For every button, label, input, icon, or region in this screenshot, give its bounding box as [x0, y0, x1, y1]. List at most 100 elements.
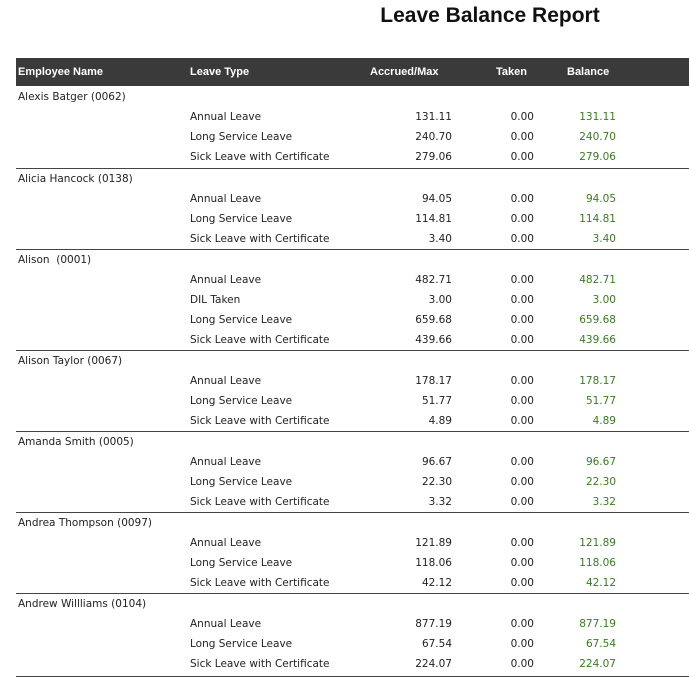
leave-type: Sick Leave with Certificate [190, 577, 330, 589]
balance: 3.40 [592, 233, 616, 245]
accrued: 22.30 [421, 476, 452, 488]
employee-group: Alison Taylor (0067) Annual Leave 178.17 0.… [16, 350, 689, 431]
employee-row: Andrea Thompson (0097) [16, 513, 689, 533]
leave-row: Long Service Leave 67.54 0.00 67.54 [16, 634, 689, 654]
taken: 0.00 [510, 577, 534, 589]
accrued: 67.54 [421, 638, 452, 650]
leave-row: Long Service Leave 240.70 0.00 240.70 [16, 127, 689, 147]
balance: 94.05 [585, 193, 616, 205]
accrued: 659.68 [415, 314, 452, 326]
leave-row: Annual Leave 178.17 0.00 178.17 [16, 371, 689, 391]
accrued: 224.07 [415, 658, 452, 670]
taken: 0.00 [510, 395, 534, 407]
taken: 0.00 [510, 314, 534, 326]
leave-type: DIL Taken [190, 294, 241, 306]
balance: 114.81 [579, 213, 616, 225]
leave-type: Annual Leave [190, 618, 262, 630]
leave-row: Long Service Leave 22.30 0.00 22.30 [16, 472, 689, 492]
leave-type: Sick Leave with Certificate [190, 334, 330, 346]
accrued: 96.67 [421, 456, 452, 468]
balance: 4.89 [592, 415, 616, 427]
employee-row: Amanda Smith (0005) [16, 432, 689, 452]
taken: 0.00 [510, 111, 534, 123]
leave-type: Long Service Leave [190, 131, 293, 143]
leave-row: Annual Leave 96.67 0.00 96.67 [16, 452, 689, 472]
bottom-rule [16, 676, 689, 677]
leave-type: Long Service Leave [190, 557, 293, 569]
employee-group: Andrew Willliams (0104) Annual Leave 877.1… [16, 593, 689, 674]
balance: 67.54 [585, 638, 616, 650]
accrued: 3.00 [428, 294, 452, 306]
leave-type: Sick Leave with Certificate [190, 658, 330, 670]
accrued: 3.40 [428, 233, 452, 245]
balance: 131.11 [579, 111, 616, 123]
leave-row: Sick Leave with Certificate 3.40 0.00 3.40 [16, 229, 689, 249]
leave-type: Sick Leave with Certificate [190, 496, 330, 508]
leave-row: Sick Leave with Certificate 279.06 0.00 279… [16, 147, 689, 167]
employee-group: Alison (0001) Annual Leave 482.71 0.00 482.7… [16, 249, 689, 350]
accrued: 877.19 [415, 618, 452, 630]
balance: 118.06 [579, 557, 616, 569]
employee-name: Alison Taylor (0067) [18, 355, 123, 367]
balance: 439.66 [579, 334, 616, 346]
accrued: 51.77 [421, 395, 452, 407]
accrued: 94.05 [421, 193, 452, 205]
employee-name: Alison (0001) [18, 254, 92, 266]
leave-row: Annual Leave 482.71 0.00 482.71 [16, 270, 689, 290]
leave-row: Sick Leave with Certificate 42.12 0.00 42.1… [16, 573, 689, 593]
taken: 0.00 [510, 415, 534, 427]
employee-row: Alison Taylor (0067) [16, 351, 689, 371]
accrued: 482.71 [415, 274, 452, 286]
leave-type: Annual Leave [190, 274, 262, 286]
balance: 22.30 [585, 476, 616, 488]
balance: 3.32 [592, 496, 616, 508]
leave-type: Annual Leave [190, 193, 262, 205]
employee-group: Amanda Smith (0005) Annual Leave 96.67 0.00… [16, 431, 689, 512]
employee-name: Alicia Hancock (0138) [18, 173, 133, 185]
accrued: 279.06 [415, 151, 452, 163]
accrued: 131.11 [415, 111, 452, 123]
balance: 42.12 [585, 577, 616, 589]
header-cell: Balance [567, 66, 610, 78]
accrued: 3.32 [428, 496, 452, 508]
taken: 0.00 [510, 476, 534, 488]
taken: 0.00 [510, 537, 534, 549]
taken: 0.00 [510, 131, 534, 143]
taken: 0.00 [510, 193, 534, 205]
report-title: Leave Balance Report [380, 4, 600, 27]
taken: 0.00 [510, 213, 534, 225]
header-cell: Taken [496, 66, 527, 78]
accrued: 4.89 [428, 415, 452, 427]
employee-row: Alison (0001) [16, 250, 689, 270]
header-cell: Accrued/Max [370, 66, 439, 78]
leave-row: Annual Leave 94.05 0.00 94.05 [16, 189, 689, 209]
employee-name: Andrew Willliams (0104) [18, 598, 147, 610]
balance: 482.71 [579, 274, 616, 286]
leave-row: Long Service Leave 51.77 0.00 51.77 [16, 391, 689, 411]
taken: 0.00 [510, 618, 534, 630]
leave-type: Annual Leave [190, 456, 262, 468]
taken: 0.00 [510, 151, 534, 163]
employee-name: Alexis Batger (0062) [18, 91, 126, 103]
taken: 0.00 [510, 334, 534, 346]
header-cell: Employee Name [18, 66, 103, 78]
balance: 659.68 [579, 314, 616, 326]
taken: 0.00 [510, 557, 534, 569]
leave-row: Annual Leave 121.89 0.00 121.89 [16, 533, 689, 553]
leave-type: Long Service Leave [190, 476, 293, 488]
employee-group: Alexis Batger (0062) Annual Leave 131.11 0.… [16, 87, 689, 167]
leave-row: Long Service Leave 118.06 0.00 118.06 [16, 553, 689, 573]
taken: 0.00 [510, 658, 534, 670]
leave-type: Long Service Leave [190, 314, 293, 326]
leave-type: Long Service Leave [190, 395, 293, 407]
taken: 0.00 [510, 294, 534, 306]
taken: 0.00 [510, 233, 534, 245]
taken: 0.00 [510, 456, 534, 468]
leave-type: Sick Leave with Certificate [190, 233, 330, 245]
leave-row: Sick Leave with Certificate 3.32 0.00 3.32 [16, 492, 689, 512]
leave-row: Sick Leave with Certificate 224.07 0.00 224… [16, 654, 689, 674]
leave-type: Long Service Leave [190, 638, 293, 650]
balance: 3.00 [592, 294, 616, 306]
leave-type: Sick Leave with Certificate [190, 151, 330, 163]
